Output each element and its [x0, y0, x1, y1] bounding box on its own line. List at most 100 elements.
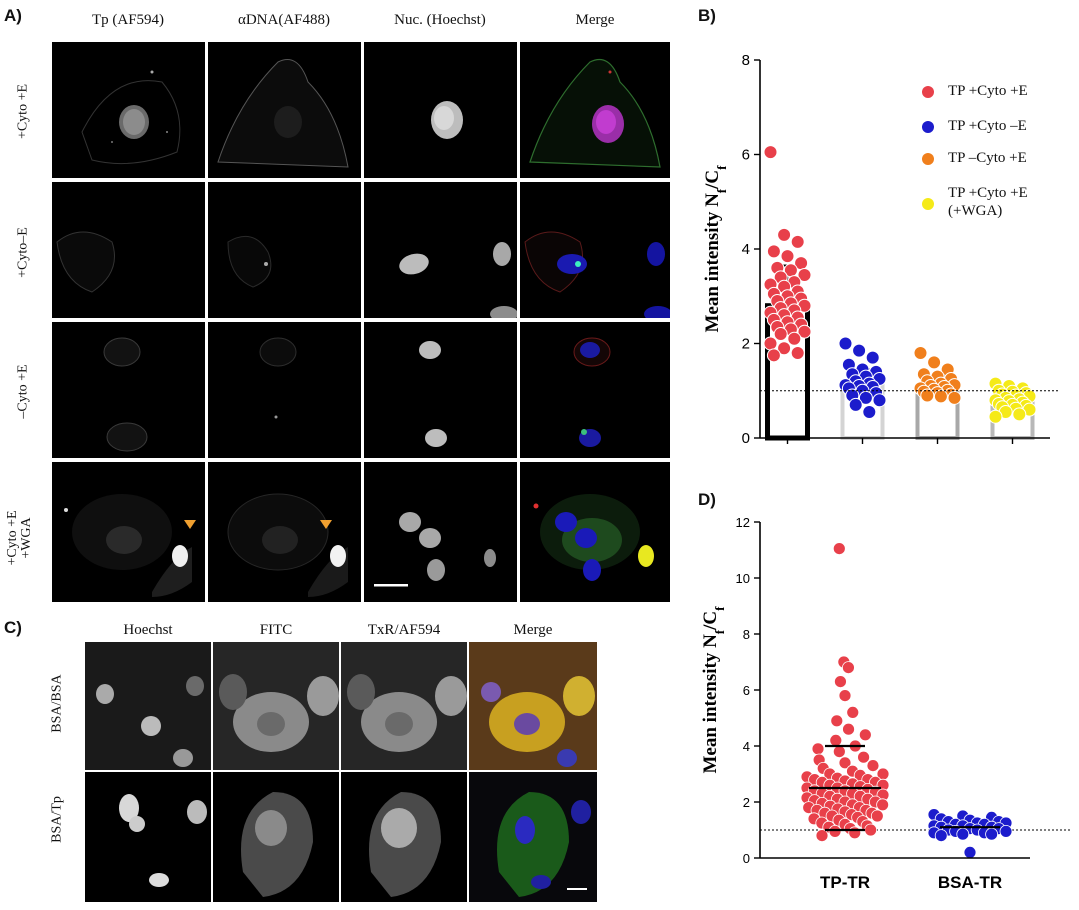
y-tick-label: 2	[743, 795, 750, 810]
data-point	[832, 542, 846, 555]
legend-item: TP –Cyto +E	[922, 149, 1027, 167]
panel-a-row-header: +Cyto +E +WGA	[5, 510, 34, 566]
panel-a-col-header: αDNA(AF488)	[237, 12, 331, 28]
micrograph-tile	[52, 42, 205, 178]
data-point	[815, 829, 829, 843]
x-tick-label: BSA-TR	[938, 873, 1002, 892]
data-point	[999, 824, 1013, 838]
y-tick-label: 4	[743, 739, 750, 754]
data-point	[780, 249, 795, 264]
y-tick-label: 6	[742, 147, 750, 164]
data-point	[870, 809, 884, 823]
micrograph-tile	[52, 462, 205, 602]
data-point	[866, 759, 880, 773]
micrograph-tile	[469, 642, 597, 770]
micrograph-tile	[520, 42, 670, 178]
data-point	[963, 845, 977, 859]
legend-marker	[922, 153, 934, 165]
y-tick-label: 0	[743, 851, 750, 866]
legend-item: TP +Cyto +E	[922, 82, 1028, 100]
micrograph-tile	[364, 462, 517, 602]
micrograph-tile	[208, 42, 361, 178]
panel-a-col-header: Merge	[575, 12, 615, 28]
data-point	[842, 661, 855, 675]
x-tick-label: TP-TR	[820, 873, 870, 892]
data-point	[838, 689, 852, 703]
data-point	[766, 244, 781, 259]
micrograph-tile	[520, 322, 670, 458]
micrograph-tile	[52, 322, 205, 458]
y-tick-label: 8	[742, 52, 750, 69]
data-point	[848, 826, 862, 840]
micrograph-tile	[85, 642, 211, 770]
data-point	[1012, 407, 1027, 422]
panel-c-row-header: BSA/Tp	[49, 796, 65, 843]
data-point	[828, 824, 842, 838]
y-tick-label: 8	[743, 627, 750, 642]
data-point	[876, 798, 890, 812]
data-point	[834, 675, 847, 689]
chart-b-svg: Mean intensity Nf/Cf 0 2 4 6 8	[702, 52, 1060, 447]
micrograph-tile	[341, 772, 467, 902]
panel-a-row-header: +Cyto–E	[15, 227, 31, 278]
panel-c-label: C)	[4, 618, 22, 637]
micrograph-tile	[520, 182, 670, 318]
data-point	[858, 728, 872, 742]
data-point	[790, 345, 805, 360]
legend-label: TP +Cyto +E	[948, 83, 1028, 99]
scale-bar	[567, 888, 587, 890]
data-point	[933, 389, 948, 404]
data-point	[857, 750, 870, 764]
panel-a-col-header: Nuc. (Hoechst)	[394, 12, 486, 28]
chart-d-svg: Mean intensity Nf/Cf 0 2 4 6 8 10 12 TP-TR BSA-TR	[700, 515, 1072, 892]
panel-c-row-header: BSA/BSA	[49, 674, 65, 733]
data-point	[985, 827, 999, 841]
data-point	[763, 145, 778, 160]
panel-a-label: A)	[4, 6, 22, 25]
data-point	[988, 409, 1003, 424]
data-point	[927, 355, 942, 370]
micrograph-tile	[364, 322, 517, 458]
micrograph-tile	[469, 772, 597, 902]
legend-marker	[922, 121, 934, 133]
data-point	[947, 390, 962, 405]
y-tick-label: 6	[743, 683, 750, 698]
data-point	[862, 405, 877, 420]
data-point	[773, 327, 788, 342]
data-point	[913, 345, 928, 360]
data-point	[848, 397, 863, 412]
data-point	[766, 348, 781, 363]
micrograph-tile	[364, 42, 517, 178]
data-point	[838, 336, 853, 351]
legend-marker	[922, 198, 934, 210]
micrograph-tile	[341, 642, 467, 770]
panel-c-col-header: Merge	[513, 622, 553, 638]
micrograph-tile	[208, 462, 361, 602]
legend-label: (+WGA)	[948, 203, 1003, 219]
panel-c-col-header: FITC	[259, 622, 293, 638]
chart-b: Mean intensity Nf/Cf 0 2 4 6 8	[690, 40, 1075, 480]
y-axis-label: Mean intensity Nf/Cf	[700, 606, 727, 774]
data-point	[858, 390, 873, 405]
micrograph-tile	[520, 462, 670, 602]
y-tick-label: 12	[736, 515, 750, 530]
legend-item: TP +Cyto –E	[922, 117, 1027, 135]
panel-a-row-header: +Cyto +E	[15, 83, 31, 140]
scale-bar	[374, 584, 408, 587]
panel-a-col-header: Tp (AF594)	[91, 12, 165, 28]
data-point	[832, 745, 846, 759]
data-point	[956, 827, 970, 841]
data-point	[797, 324, 812, 339]
data-point	[787, 331, 802, 346]
data-point	[865, 350, 880, 365]
micrograph-tile	[208, 322, 361, 458]
data-point	[763, 336, 778, 351]
data-point	[811, 742, 825, 756]
y-tick-label: 0	[742, 430, 750, 447]
micrograph-tile	[213, 772, 339, 902]
y-tick-label: 10	[736, 571, 750, 586]
legend-label: TP +Cyto –E	[948, 118, 1027, 134]
data-point	[830, 714, 844, 728]
micrograph-tile	[52, 182, 205, 318]
y-tick-label: 4	[742, 241, 750, 258]
